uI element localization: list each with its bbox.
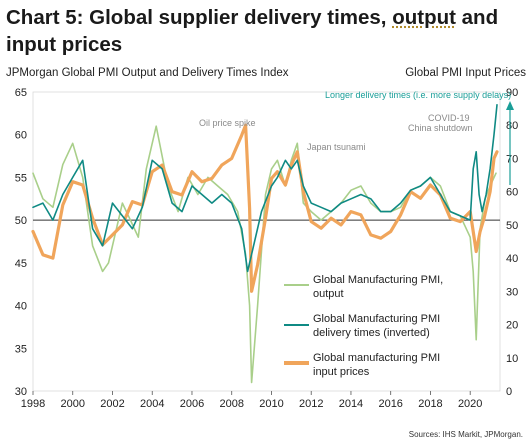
title-end: and input prices (6, 6, 499, 56)
right-tick-label: 20 (506, 320, 518, 332)
x-tick-label: 1998 (21, 398, 45, 410)
x-tick-label: 2016 (378, 398, 402, 410)
delivery-arrow-head (506, 101, 514, 110)
source-note: Sources: IHS Markit, JPMorgan. (409, 430, 523, 439)
legend-label-prices-1: Global manufacturing PMI (313, 352, 440, 364)
chart-title: Chart 5: Global supplier delivery times,… (6, 4, 526, 58)
left-axis-title: JPMorgan Global PMI Output and Delivery … (6, 67, 289, 79)
right-tick-label: 30 (506, 286, 518, 298)
x-tick-label: 2020 (458, 398, 482, 410)
x-tick-label: 2008 (219, 398, 243, 410)
legend-label-delivery-2: delivery times (inverted) (313, 327, 430, 339)
annotation-longer-delivery: Longer delivery times (i.e. more supply … (325, 90, 511, 100)
series-line-2 (31, 123, 499, 293)
right-axis-title: Global PMI Input Prices (405, 67, 526, 79)
right-tick-label: 0 (506, 386, 512, 398)
left-tick-label: 65 (15, 87, 27, 99)
left-tick-label: 40 (15, 301, 27, 313)
right-tick-label: 70 (506, 153, 518, 165)
annotation-covid-2: China shutdown (408, 123, 473, 133)
x-tick-label: 2004 (140, 398, 164, 410)
left-tick-label: 60 (15, 130, 27, 142)
x-tick-label: 2002 (100, 398, 124, 410)
left-tick-label: 50 (15, 215, 27, 227)
annotation-covid-1: COVID-19 (428, 113, 470, 123)
legend-label-output-2: output (313, 288, 344, 300)
right-tick-label: 90 (506, 87, 518, 99)
right-tick-label: 60 (506, 187, 518, 199)
x-tick-label: 2010 (259, 398, 283, 410)
series-line-0 (32, 125, 497, 384)
x-tick-label: 2006 (180, 398, 204, 410)
right-tick-label: 10 (506, 353, 518, 365)
left-tick-label: 55 (15, 172, 27, 184)
right-tick-label: 80 (506, 120, 518, 132)
right-tick-label: 40 (506, 253, 518, 265)
x-tick-label: 2012 (299, 398, 323, 410)
annotation-oil: Oil price spike (199, 118, 256, 128)
legend-label-delivery-1: Global Manufacturing PMI (313, 313, 440, 325)
left-tick-label: 30 (15, 386, 27, 398)
legend-label-output-1: Global Manufacturing PMI, (313, 274, 443, 286)
title-underlined: output (392, 6, 456, 29)
left-tick-label: 45 (15, 258, 27, 270)
right-tick-label: 50 (506, 220, 518, 232)
x-tick-label: 2014 (339, 398, 363, 410)
annotation-japan: Japan tsunami (307, 142, 366, 152)
x-tick-label: 2000 (61, 398, 85, 410)
series-line-1 (32, 104, 498, 273)
legend-label-prices-2: input prices (313, 366, 370, 378)
x-tick-label: 2018 (418, 398, 442, 410)
left-tick-label: 35 (15, 343, 27, 355)
plot-frame (32, 91, 501, 392)
title-main: Chart 5: Global supplier delivery times, (6, 6, 393, 29)
